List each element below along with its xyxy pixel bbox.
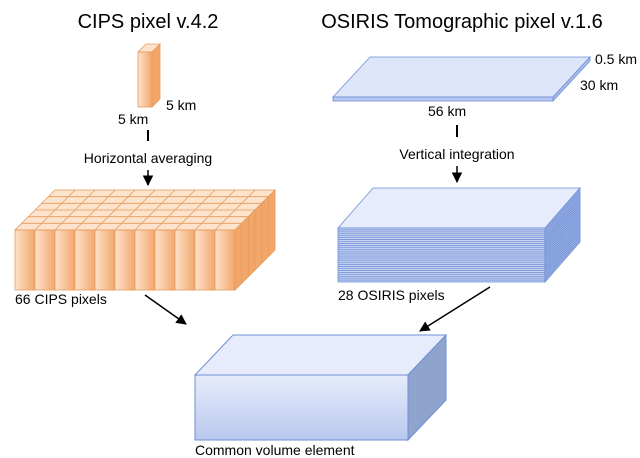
layer-line: [544, 228, 581, 269]
dimension-label: 5 km: [118, 111, 148, 127]
layer-line: [544, 237, 581, 279]
common-volume: [193, 333, 448, 442]
layer-line: [544, 189, 581, 231]
cell-face: [214, 229, 236, 291]
layer-line: [544, 191, 581, 233]
layer-line: [544, 232, 581, 273]
layer-line: [544, 216, 581, 258]
step-label: Horizontal averaging: [84, 150, 212, 166]
cell-face: [114, 229, 136, 291]
layer-line: [544, 195, 581, 236]
layer-line: [544, 214, 581, 256]
osiris-pixel: [332, 55, 591, 103]
common-label: Common volume element: [195, 442, 355, 458]
layer-line: [544, 210, 581, 252]
layer-line: [544, 208, 581, 250]
layer-line: [544, 226, 581, 267]
cell-face: [194, 229, 216, 291]
cips-title: CIPS pixel v.4.2: [78, 11, 219, 33]
cips-block: [14, 189, 276, 291]
cell-face: [154, 229, 176, 291]
cell-face: [94, 229, 116, 291]
arrow: [419, 286, 491, 332]
layer-line: [544, 212, 581, 254]
layer-line: [544, 193, 581, 235]
layer-line: [544, 197, 581, 238]
dimension-label: 30 km: [580, 77, 618, 93]
layer-line: [544, 207, 581, 248]
layer-line: [544, 222, 581, 263]
step-label: Vertical integration: [399, 146, 514, 162]
cell-face: [54, 229, 76, 291]
cell-face: [74, 229, 96, 291]
osiris-title: OSIRIS Tomographic pixel v.1.6: [321, 11, 603, 33]
layer-line: [544, 199, 581, 240]
cell-face: [14, 229, 36, 291]
layer-line: [544, 230, 581, 271]
result-label: 66 CIPS pixels: [15, 291, 107, 307]
layer-line: [544, 218, 581, 260]
cell-face: [174, 229, 196, 291]
dimension-label: 0.5 km: [595, 51, 637, 67]
cips-pixel: [137, 43, 161, 108]
dimension-label: 5 km: [166, 97, 196, 113]
layer-line: [544, 234, 581, 275]
layer-line: [544, 224, 581, 265]
layer-line: [544, 205, 581, 246]
layer-line: [544, 220, 581, 262]
arrow: [144, 294, 187, 325]
result-label: 28 OSIRIS pixels: [338, 287, 445, 303]
layer-line: [544, 239, 581, 281]
layer-line: [544, 235, 581, 277]
cell-face: [34, 229, 56, 291]
osiris-block: [337, 186, 581, 284]
cell-face: [134, 229, 156, 291]
layer-line: [544, 201, 581, 242]
dimension-label: 56 km: [428, 103, 466, 119]
layer-line: [544, 203, 581, 244]
